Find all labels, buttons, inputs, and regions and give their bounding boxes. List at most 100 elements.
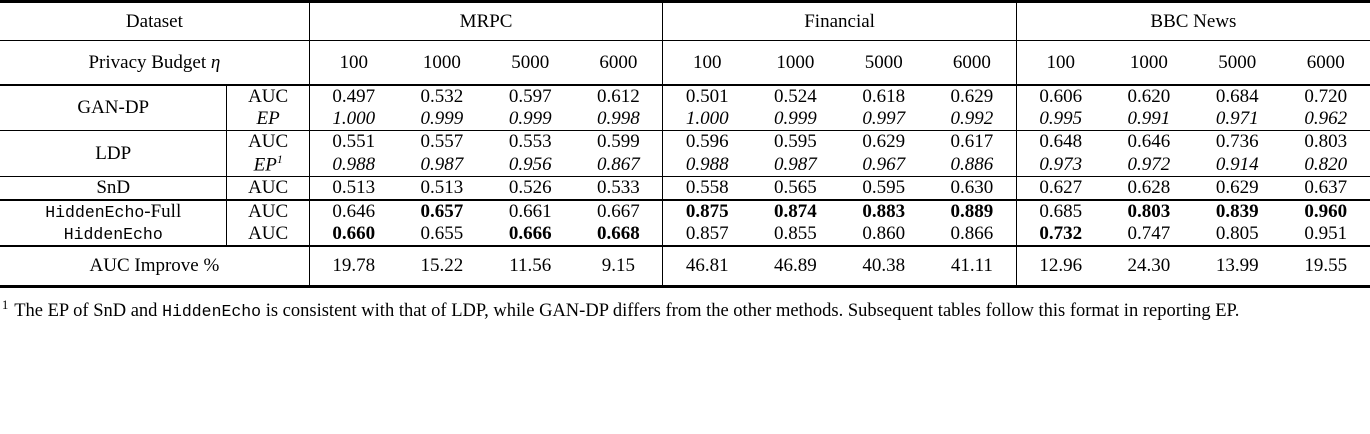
value-cell: 0.997 xyxy=(862,108,906,129)
value-cell: 0.646 xyxy=(1127,131,1171,152)
value-cell: 1.000 xyxy=(662,108,752,131)
value-cell: 0.987 xyxy=(420,153,464,175)
value-cell: 0.533 xyxy=(597,177,640,199)
value-cell: 0.596 xyxy=(662,130,752,153)
method-name: HiddenEcho xyxy=(63,225,163,245)
value-cell: 0.839 xyxy=(1215,201,1259,223)
value-cell: 0.551 xyxy=(308,130,398,153)
value-cell: 0.883 xyxy=(862,201,906,223)
value-cell: 0.630 xyxy=(950,177,994,199)
budget-value: 1000 xyxy=(1129,52,1168,73)
value-cell: 0.599 xyxy=(597,131,640,152)
value-cell: 0.620 xyxy=(1127,86,1171,107)
budget-value: 5000 xyxy=(511,52,550,73)
metric-label: EP xyxy=(226,108,310,131)
value-cell: 0.553 xyxy=(508,131,552,152)
value-cell: 0.732 xyxy=(1015,223,1105,247)
metric-label: AUC xyxy=(226,200,310,224)
improve-value-cell: 19.78 xyxy=(308,246,398,287)
value-cell: 0.747 xyxy=(1127,223,1171,245)
value-cell: 0.595 xyxy=(774,131,817,152)
method-name: LDP xyxy=(95,142,132,164)
metric-label: AUC xyxy=(226,223,310,247)
value-cell: 0.803 xyxy=(1304,131,1348,152)
group-header-financial: Financial xyxy=(662,1,1017,41)
metric-label: AUC xyxy=(226,176,310,201)
value-cell: 0.889 xyxy=(950,201,994,223)
value-cell: 0.995 xyxy=(1015,108,1105,131)
value-cell: 0.648 xyxy=(1015,130,1105,153)
value-cell: 0.867 xyxy=(597,153,640,175)
value-cell: 0.951 xyxy=(1304,223,1348,245)
dataset-header-label: Dataset xyxy=(125,11,183,32)
value-cell: 0.565 xyxy=(774,177,817,199)
value-cell: 0.999 xyxy=(420,108,464,129)
footnote-text-2: is consistent with that of LDP, while GA… xyxy=(261,301,1240,322)
value-cell: 0.866 xyxy=(950,223,994,245)
table-footnote: 1 The EP of SnD and HiddenEcho is consist… xyxy=(0,297,1370,325)
table-row: SnD AUC 0.513 0.513 0.526 0.533 0.558 0.565 0.59… xyxy=(0,176,1370,201)
budget-value: 100 xyxy=(308,40,398,85)
value-cell: 0.501 xyxy=(662,85,752,108)
value-cell: 0.992 xyxy=(950,108,994,129)
method-name: GAN-DP xyxy=(77,97,150,118)
table-row: GAN-DP AUC 0.497 0.532 0.597 0.612 0.501 0.524 0… xyxy=(0,85,1370,118)
value-cell: 0.655 xyxy=(420,223,464,245)
value-cell: 0.973 xyxy=(1015,153,1105,177)
footnote-text-1: The EP of SnD and xyxy=(14,301,163,322)
improve-value-cell: 19.55 xyxy=(1304,255,1348,277)
improve-value-cell: 40.38 xyxy=(862,255,906,277)
value-cell: 0.668 xyxy=(597,223,640,245)
auc-improve-label: AUC Improve % xyxy=(89,255,220,277)
value-cell: 0.618 xyxy=(862,86,906,107)
value-cell: 0.513 xyxy=(308,176,398,201)
value-cell: 0.998 xyxy=(597,108,640,129)
auc-improve-row: AUC Improve % 19.78 15.22 11.56 9.15 46.81 46… xyxy=(0,246,1370,287)
value-cell: 0.962 xyxy=(1304,108,1348,129)
value-cell: 0.657 xyxy=(420,201,464,223)
method-name: SnD xyxy=(96,177,131,199)
improve-value-cell: 46.81 xyxy=(662,246,752,287)
value-cell: 0.971 xyxy=(1215,108,1259,129)
dataset-header-row: Dataset MRPC Financial BBC News xyxy=(0,1,1370,41)
value-cell: 0.629 xyxy=(950,86,994,107)
budget-value: 100 xyxy=(662,40,752,85)
metric-label: EP1 xyxy=(226,153,310,177)
value-cell: 0.597 xyxy=(508,86,552,107)
value-cell: 0.661 xyxy=(508,201,552,223)
value-cell: 0.629 xyxy=(862,131,906,152)
value-cell: 0.999 xyxy=(774,108,817,129)
results-table: Dataset MRPC Financial BBC News Privacy … xyxy=(0,1,1370,287)
improve-value-cell: 12.96 xyxy=(1015,246,1105,287)
value-cell: 0.991 xyxy=(1127,108,1171,129)
value-cell: 0.513 xyxy=(420,177,464,199)
footnote-mono-hiddenecho: HiddenEcho xyxy=(162,302,262,322)
value-cell: 0.666 xyxy=(508,223,552,245)
table-row: EP 1.000 0.999 0.999 0.998 1.000 0.999 0.997 0.9… xyxy=(0,108,1370,131)
value-cell: 0.532 xyxy=(420,86,464,107)
privacy-budget-label: Privacy Budget η xyxy=(88,52,221,73)
footnote-marker: 1 xyxy=(2,298,9,313)
method-name: HiddenEcho-Full xyxy=(45,201,182,223)
value-cell: 0.526 xyxy=(508,177,552,199)
value-cell: 0.874 xyxy=(774,201,817,223)
metric-label: AUC xyxy=(226,130,310,153)
value-cell: 1.000 xyxy=(308,108,398,131)
value-cell: 0.988 xyxy=(662,153,752,177)
budget-value: 5000 xyxy=(1218,52,1257,73)
value-cell: 0.860 xyxy=(862,223,906,245)
value-cell: 0.612 xyxy=(597,86,640,107)
table-row: LDP AUC 0.551 0.557 0.553 0.599 0.596 0.595 0.62… xyxy=(0,130,1370,164)
value-cell: 0.524 xyxy=(774,86,817,107)
value-cell: 0.558 xyxy=(662,176,752,201)
results-body: GAN-DP AUC 0.497 0.532 0.597 0.612 0.501 0.524 0… xyxy=(0,85,1370,247)
improve-value-cell: 46.89 xyxy=(774,255,817,277)
value-cell: 0.988 xyxy=(308,153,398,177)
improve-value-cell: 41.11 xyxy=(950,255,993,277)
budget-value: 1000 xyxy=(422,52,461,73)
value-cell: 0.667 xyxy=(597,201,640,223)
privacy-budget-row: Privacy Budget η 100 1000 5000 6000 100 1000 5… xyxy=(0,40,1370,85)
value-cell: 0.960 xyxy=(1304,201,1348,223)
value-cell: 0.987 xyxy=(774,153,817,175)
